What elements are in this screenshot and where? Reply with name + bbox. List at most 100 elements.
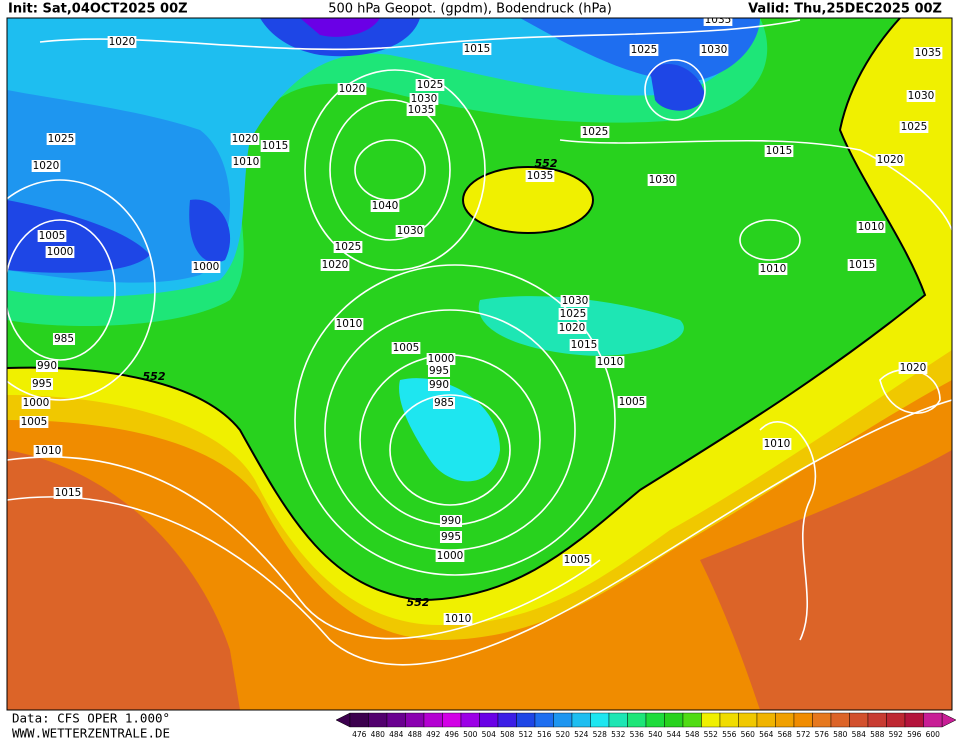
isobar-label: 1030 bbox=[908, 90, 935, 102]
colorbar-label: 588 bbox=[870, 730, 885, 739]
label-box bbox=[913, 47, 943, 59]
label-box bbox=[409, 93, 439, 105]
label-box bbox=[439, 531, 463, 543]
isobar-label: 1010 bbox=[858, 221, 885, 233]
isobar-label: 1025 bbox=[335, 241, 362, 253]
label-box bbox=[432, 397, 456, 409]
colorbar-arrow bbox=[335, 712, 351, 728]
isobar-label: 1010 bbox=[233, 156, 260, 168]
isobar-label: 1005 bbox=[619, 396, 646, 408]
label-box bbox=[52, 333, 76, 345]
map-frame bbox=[6, 17, 953, 711]
cool-region bbox=[399, 378, 500, 482]
colorbar-label: 476 bbox=[352, 730, 367, 739]
warm-blob bbox=[462, 166, 594, 234]
colorbar-cell bbox=[664, 712, 684, 728]
label-box bbox=[30, 378, 54, 390]
isobar-label: 1010 bbox=[35, 445, 62, 457]
colorbar-cell bbox=[423, 712, 443, 728]
isobar-label: 1040 bbox=[372, 200, 399, 212]
label-box bbox=[107, 36, 137, 48]
isobar-label: 1035 bbox=[527, 170, 554, 182]
colorbar-label: 572 bbox=[796, 730, 811, 739]
label-box bbox=[191, 261, 221, 273]
isobar-label: 1000 bbox=[47, 246, 74, 258]
isobar-label: 1020 bbox=[322, 259, 349, 271]
isobar-label: 985 bbox=[434, 397, 454, 409]
isobar-label: 1010 bbox=[764, 438, 791, 450]
isobar-label: 1015 bbox=[766, 145, 793, 157]
label-box bbox=[906, 90, 936, 102]
isobar-label: 1010 bbox=[336, 318, 363, 330]
isobar-label: 1025 bbox=[560, 308, 587, 320]
colorbar-cell bbox=[738, 712, 758, 728]
colorbar-cell bbox=[904, 712, 924, 728]
label-box bbox=[557, 322, 587, 334]
isobar-label: 995 bbox=[32, 378, 52, 390]
isobar-label: 1025 bbox=[631, 44, 658, 56]
label-box bbox=[462, 43, 492, 55]
label-box bbox=[260, 140, 290, 152]
isobar bbox=[7, 399, 952, 666]
isobar-label: 1025 bbox=[582, 126, 609, 138]
isobar-label: 1020 bbox=[33, 160, 60, 172]
colorbar-cell bbox=[867, 712, 887, 728]
colorbar-label: 596 bbox=[907, 730, 922, 739]
colorbar-cell bbox=[886, 712, 906, 728]
label-box bbox=[758, 263, 788, 275]
label-box bbox=[898, 362, 928, 374]
data-source: Data: CFS OPER 1.000° bbox=[12, 711, 170, 726]
isobar-label: 1030 bbox=[649, 174, 676, 186]
label-box bbox=[847, 259, 877, 271]
warm-region bbox=[700, 450, 952, 710]
colorbar-label: 488 bbox=[408, 730, 423, 739]
colorbar-cell bbox=[571, 712, 591, 728]
cold-core bbox=[300, 18, 380, 37]
label-box bbox=[525, 170, 555, 182]
colorbar-label: 516 bbox=[537, 730, 552, 739]
isobar-label: 1010 bbox=[760, 263, 787, 275]
isobar-label: 1015 bbox=[849, 259, 876, 271]
isobar-label: 990 bbox=[441, 515, 461, 527]
label-box bbox=[427, 379, 451, 391]
colorbar-cell bbox=[719, 712, 739, 728]
label-box bbox=[875, 154, 905, 166]
colorbar-label: 592 bbox=[889, 730, 904, 739]
isobar-label: 1030 bbox=[562, 295, 589, 307]
contour-label: 552 bbox=[407, 596, 430, 609]
cold-core bbox=[260, 18, 420, 57]
colorbar-cell bbox=[386, 712, 406, 728]
isobar bbox=[759, 421, 817, 641]
isobar-label: 1010 bbox=[597, 356, 624, 368]
colorbar-cell bbox=[756, 712, 776, 728]
isobar bbox=[644, 59, 706, 121]
contour-label: 552 bbox=[143, 370, 166, 383]
cold-core bbox=[7, 200, 150, 273]
colorbar-cell bbox=[479, 712, 499, 728]
isobar-label: 985 bbox=[54, 333, 74, 345]
colorbar-cell bbox=[460, 712, 480, 728]
isobar-label: 1015 bbox=[464, 43, 491, 55]
colorbar-arrow bbox=[941, 712, 957, 728]
label-box bbox=[647, 174, 677, 186]
label-box bbox=[35, 360, 59, 372]
isobar bbox=[739, 219, 801, 261]
isobar-label: 1020 bbox=[109, 36, 136, 48]
isobar-label: 1030 bbox=[397, 225, 424, 237]
label-box bbox=[231, 156, 261, 168]
colorbar-label: 504 bbox=[482, 730, 497, 739]
label-box bbox=[406, 104, 436, 116]
website: WWW.WETTERZENTRALE.DE bbox=[12, 726, 170, 741]
isobar bbox=[559, 139, 952, 231]
label-box bbox=[320, 259, 350, 271]
isobar-label: 1020 bbox=[339, 83, 366, 95]
colorbar-label: 548 bbox=[685, 730, 700, 739]
label-box bbox=[230, 133, 260, 145]
label-box bbox=[856, 221, 886, 233]
colorbar-label: 568 bbox=[778, 730, 793, 739]
isobar-label: 1025 bbox=[48, 133, 75, 145]
label-box bbox=[439, 515, 463, 527]
